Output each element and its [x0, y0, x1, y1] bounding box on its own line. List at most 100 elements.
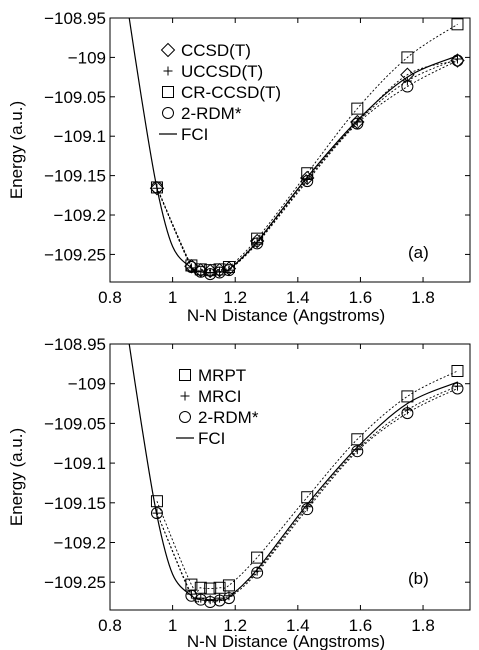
data-point — [204, 596, 217, 609]
data-point — [252, 238, 262, 248]
data-point — [351, 433, 364, 446]
data-point — [213, 581, 226, 594]
data-point — [194, 581, 207, 594]
legend-label: FCI — [181, 125, 208, 144]
data-point — [186, 589, 196, 599]
data-point — [451, 18, 464, 31]
x-tick-label: 1.6 — [349, 288, 373, 307]
plot-frame — [109, 17, 471, 283]
data-point — [452, 54, 462, 64]
legend-label: UCCSD(T) — [181, 62, 263, 81]
data-point — [451, 382, 464, 395]
data-point — [224, 265, 234, 275]
x-tick-label: 1 — [168, 288, 177, 307]
x-tick-label: 1 — [168, 616, 177, 635]
data-point — [302, 175, 312, 185]
y-tick-label: −109.05 — [44, 414, 106, 433]
data-point — [351, 102, 364, 115]
legend-label: MRCI — [198, 387, 241, 406]
data-point — [213, 263, 226, 276]
y-tick-label: −109.05 — [44, 88, 106, 107]
data-point — [251, 551, 264, 564]
data-point — [150, 507, 163, 520]
data-point — [301, 503, 314, 516]
data-point — [194, 265, 207, 278]
y-tick-label: −109 — [68, 375, 106, 394]
legend: MRPT MRCI 2-RDM* FCI — [176, 366, 259, 448]
data-point — [196, 593, 206, 603]
y-axis-label: Energy (a.u.) — [7, 101, 26, 199]
data-point — [251, 232, 264, 245]
x-axis-label: N-N Distance (Angstroms) — [187, 306, 385, 325]
data-point — [351, 117, 364, 130]
legend-label: CR-CCSD(T) — [181, 83, 281, 102]
x-tick-label: 1.4 — [286, 288, 310, 307]
chart-panel-a: 0.8 1 1.2 1.4 1.6 1.8 −108.95 −109 −109.05 −109.1… — [7, 9, 471, 325]
legend-marker — [162, 86, 174, 98]
data-point — [351, 445, 364, 458]
y-tick-label: −109 — [68, 48, 106, 67]
panel-label: (b) — [408, 569, 429, 588]
legend-marker — [180, 391, 190, 401]
data-point — [194, 593, 207, 606]
legend-label: CCSD(T) — [181, 41, 251, 60]
legend-marker — [179, 369, 191, 381]
data-point — [213, 266, 226, 279]
y-tick-label: −109.1 — [54, 127, 106, 146]
x-tick-label: 0.8 — [98, 288, 122, 307]
data-point — [222, 264, 235, 277]
series-line — [128, 18, 458, 274]
x-tick-label: 1.8 — [411, 288, 435, 307]
data-point — [401, 407, 414, 420]
data-point — [222, 261, 235, 274]
y-tick-label: −109.25 — [44, 245, 106, 264]
x-tick-label: 1.8 — [411, 616, 435, 635]
data-point — [150, 181, 163, 194]
data-point — [204, 268, 217, 281]
y-tick-label: −108.95 — [44, 335, 106, 354]
y-tick-label: −109.2 — [54, 206, 106, 225]
legend-marker — [160, 42, 176, 58]
x-axis-label: N-N Distance (Angstroms) — [187, 632, 385, 650]
data-point — [222, 592, 235, 605]
data-point — [301, 167, 314, 180]
data-point — [204, 582, 217, 595]
data-point — [402, 405, 412, 415]
legend-label: FCI — [198, 429, 225, 448]
data-point — [251, 566, 264, 579]
data-point — [450, 53, 465, 68]
plot-area — [128, 18, 458, 276]
data-point — [401, 80, 414, 93]
legend-marker — [162, 107, 174, 119]
data-point — [352, 445, 362, 455]
legend-label: MRPT — [198, 366, 246, 385]
y-tick-label: −109.25 — [44, 573, 106, 592]
x-tick-label: 1.4 — [286, 616, 310, 635]
x-tick-label: 0.8 — [98, 616, 122, 635]
data-point — [401, 51, 414, 64]
data-point — [152, 183, 162, 193]
data-point — [185, 261, 198, 274]
data-point — [249, 233, 265, 249]
legend-label: 2-RDM* — [198, 408, 259, 427]
legend: CCSD(T) UCCSD(T) CR-CCSD(T) 2-RDM* FCI — [159, 41, 281, 144]
chart-panel-b: 0.8 1 1.2 1.4 1.6 1.8 −108.95 −109 −109.05 −109.1… — [7, 335, 471, 650]
data-point — [451, 54, 464, 67]
x-tick-label: 1.6 — [349, 616, 373, 635]
data-point — [150, 495, 163, 508]
data-point — [204, 264, 217, 277]
data-point — [149, 181, 165, 196]
y-tick-label: −109.15 — [44, 167, 106, 186]
series-line — [156, 370, 458, 593]
legend-label: 2-RDM* — [181, 104, 242, 123]
panel-label: (a) — [408, 243, 429, 262]
legend-marker — [163, 66, 173, 76]
data-point — [300, 170, 315, 186]
y-tick-label: −109.1 — [54, 454, 106, 473]
legend-marker — [179, 411, 191, 423]
y-tick-label: −109.2 — [54, 534, 106, 553]
data-point — [451, 364, 464, 377]
data-point — [222, 579, 235, 592]
y-tick-label: −108.95 — [44, 9, 106, 28]
